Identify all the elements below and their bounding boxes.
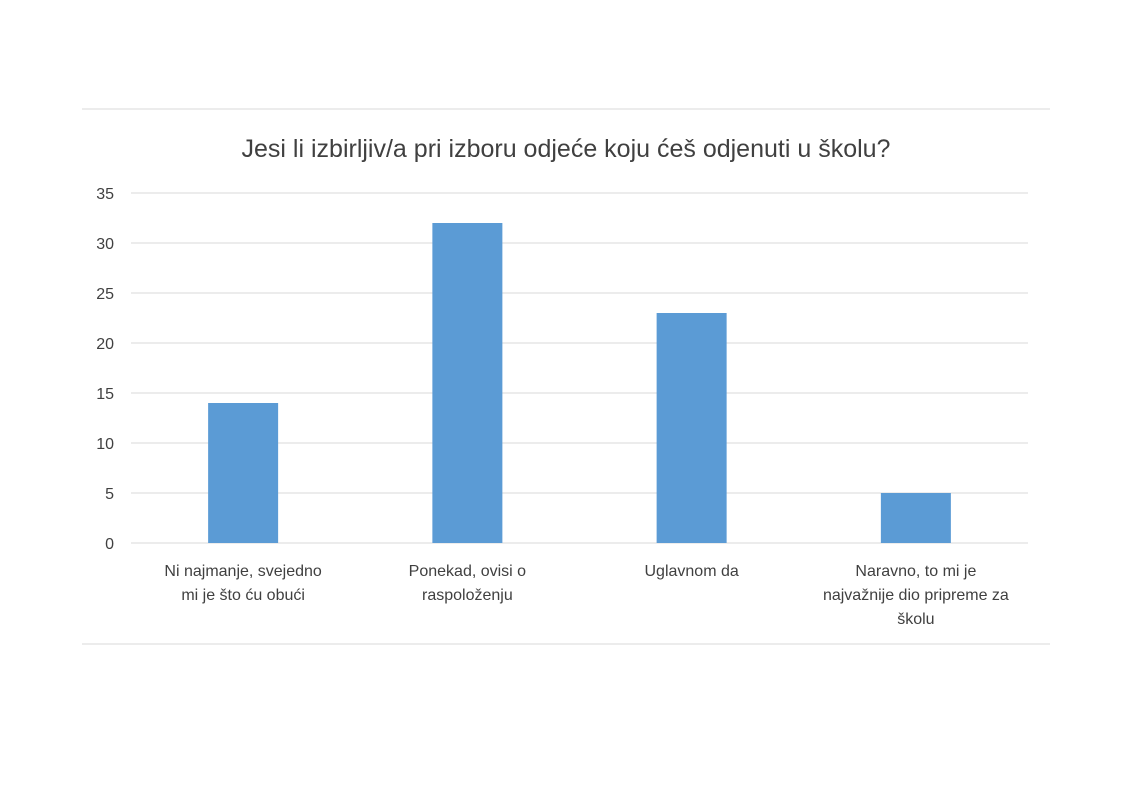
x-category-label-line: Ni najmanje, svejedno — [164, 563, 322, 580]
y-tick-label: 25 — [96, 286, 114, 303]
x-category-label: Ni najmanje, svejedno mi je što ću obući — [164, 563, 322, 604]
y-tick-label: 20 — [96, 336, 114, 353]
chart-title: Jesi li izbirljiv/a pri izboru odjeće ko… — [242, 135, 891, 163]
x-category-label: Naravno, to mi je najvažnije dio pripreme… — [823, 563, 1009, 628]
x-category-label-line: školu — [897, 611, 934, 628]
y-tick-label: 30 — [96, 236, 114, 253]
bar — [432, 223, 503, 543]
y-tick-label: 5 — [105, 486, 114, 503]
x-category-label-line: najvažnije dio pripreme za — [823, 587, 1009, 604]
y-tick-label: 0 — [105, 536, 114, 553]
y-axis: 0 5 10 15 20 25 30 35 — [96, 186, 114, 553]
bar — [656, 313, 727, 543]
y-tick-label: 35 — [96, 186, 114, 203]
x-category-label-line: mi je što ću obući — [181, 587, 305, 604]
x-category-label-line: Uglavnom da — [644, 563, 738, 580]
x-category-label-line: Naravno, to mi je — [855, 563, 976, 580]
bar — [208, 403, 279, 543]
gridlines — [131, 192, 1028, 544]
bars — [208, 223, 951, 543]
x-axis: Ni najmanje, svejedno mi je što ću obući P… — [164, 563, 1009, 628]
x-category-label-line: Ponekad, ovisi o — [409, 563, 527, 580]
x-category-label: Uglavnom da — [644, 563, 738, 580]
y-tick-label: 15 — [96, 386, 114, 403]
y-tick-label: 10 — [96, 436, 114, 453]
x-category-label-line: raspoloženju — [422, 587, 513, 604]
bar — [880, 493, 951, 543]
x-category-label: Ponekad, ovisi o raspoloženju — [409, 563, 527, 604]
